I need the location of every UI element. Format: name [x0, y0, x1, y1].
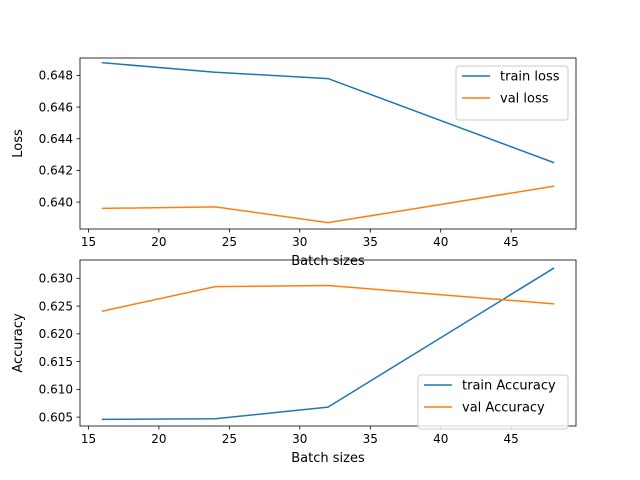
y-tick-label: 0.605 — [39, 410, 73, 424]
legend-box — [417, 374, 569, 430]
x-tick-label: 30 — [292, 235, 307, 249]
x-tick-label: 15 — [81, 235, 96, 249]
y-tick-label: 0.642 — [39, 164, 73, 178]
x-tick-label: 20 — [151, 235, 166, 249]
y-axis-label: Loss — [11, 129, 26, 158]
legend-label-1: val loss — [500, 92, 549, 107]
series-line-0 — [101, 61, 555, 164]
y-tick-label: 0.630 — [39, 272, 73, 286]
y-tick-label: 0.648 — [39, 69, 73, 83]
series-line-0 — [101, 267, 555, 421]
x-tick-label: 20 — [151, 432, 166, 446]
accuracy-chart: 15 20 25 30 35 40 45 0.605 0.610 0.615 0.620 0.625 0… — [11, 259, 577, 466]
series-line-1 — [101, 284, 555, 312]
x-tick-label: 15 — [81, 432, 96, 446]
y-tick-label: 0.646 — [39, 100, 73, 114]
loss-chart: 15 20 25 30 35 40 45 0.640 0.642 0.644 0.646 0.648 B… — [11, 57, 577, 269]
axes-frame — [79, 57, 577, 230]
x-tick-label: 45 — [504, 235, 519, 249]
x-tick-label: 25 — [222, 432, 237, 446]
y-tick-label: 0.640 — [39, 195, 73, 209]
y-tick-label: 0.610 — [39, 383, 73, 397]
legend-label-1: val Accuracy — [462, 401, 545, 416]
legend-label-0: train Accuracy — [462, 379, 556, 394]
x-tick-label: 25 — [222, 235, 237, 249]
x-tick-label: 35 — [363, 235, 378, 249]
x-axis-label: Batch sizes — [291, 254, 365, 269]
axes-frame — [79, 259, 577, 427]
y-tick-label: 0.644 — [39, 132, 73, 146]
legend-label-0: train loss — [500, 70, 560, 85]
x-axis-label: Batch sizes — [291, 451, 365, 466]
y-tick-label: 0.625 — [39, 299, 73, 313]
x-tick-label: 40 — [433, 432, 448, 446]
y-axis-label: Accuracy — [11, 313, 26, 373]
legend-box — [455, 65, 569, 121]
y-tick-label: 0.620 — [39, 327, 73, 341]
series-line-1 — [101, 185, 555, 224]
x-tick-label: 45 — [504, 432, 519, 446]
x-tick-label: 30 — [292, 432, 307, 446]
x-tick-label: 40 — [433, 235, 448, 249]
x-tick-label: 35 — [363, 432, 378, 446]
y-tick-label: 0.615 — [39, 355, 73, 369]
